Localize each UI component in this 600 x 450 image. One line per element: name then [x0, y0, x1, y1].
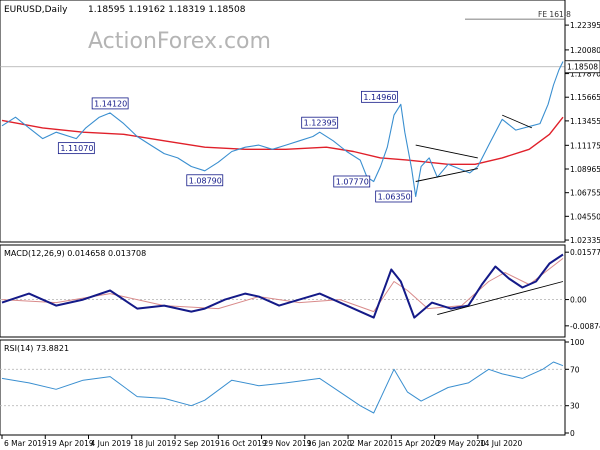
- price-y-tick-label: 1.22395: [570, 21, 600, 30]
- x-tick-label: 16 Oct 2019: [220, 439, 267, 448]
- price-level-label-box: [361, 90, 398, 103]
- price-y-tick-label: 1.15665: [570, 93, 600, 102]
- macd-y-tick-label: 0.00: [570, 296, 587, 305]
- rsi-series: [1, 361, 564, 414]
- rsi-panel: RSI(14) 73.8821 100 70 30 0: [0, 338, 585, 438]
- macd-y-axis: 0.015773 0.00 -0.008749: [0, 248, 600, 331]
- price-y-tick-label: 1.20080: [570, 46, 600, 55]
- price-level-label: 1.07770: [336, 177, 369, 186]
- macd-trendline: [437, 281, 564, 316]
- price-y-tick-label: 1.11175: [570, 141, 600, 150]
- rsi-line: [1, 361, 564, 414]
- price-y-tick-label: 1.06755: [570, 189, 600, 198]
- x-tick-label: 29 May 2020: [437, 439, 486, 448]
- macd-panel-frame: [0, 244, 566, 338]
- price-level-label-box: [333, 175, 371, 188]
- x-tick-label: 18 Jul 2019: [134, 439, 177, 448]
- price-y-tick-label: 1.02335: [570, 236, 600, 245]
- rsi-y-tick-label: 0: [570, 429, 575, 438]
- rsi-y-tick-label: 30: [570, 402, 580, 411]
- channel-line: [502, 114, 533, 129]
- price-level-label: 1.14960: [363, 93, 396, 102]
- price-y-tick-label: 1.08965: [570, 165, 600, 174]
- x-tick-label: 2 Mar 2020: [350, 439, 393, 448]
- price-level-label: 1.06350: [378, 192, 411, 201]
- rsi-y-tick-label: 100: [570, 338, 585, 347]
- macd-title: MACD(12,26,9) 0.014658 0.013708: [4, 249, 146, 258]
- x-tick-label: 19 Apr 2019: [47, 439, 94, 448]
- last-price-box: [564, 60, 600, 74]
- rsi-panel-frame: [0, 339, 566, 436]
- x-tick-label: 15 Apr 2020: [393, 439, 440, 448]
- price-line: [1, 61, 564, 198]
- moving-average-line: [1, 116, 564, 166]
- price-annotations: 1.14120 1.11070 1.08790 1.12395 1.14960 1.077…: [57, 90, 413, 203]
- macd-y-tick-label: -0.008749: [570, 322, 600, 331]
- x-tick-label: 2 Sep 2019: [177, 439, 220, 448]
- macd-signal-line: [1, 258, 564, 313]
- price-level-label-box: [91, 97, 129, 110]
- price-level-label-box: [186, 174, 224, 187]
- price-y-axis: 1.22395 1.20080 1.17870 1.15665 1.13455 1.111…: [0, 10, 600, 245]
- x-tick-label: 29 Nov 2019: [264, 439, 312, 448]
- price-level-label-box: [375, 190, 413, 203]
- last-price-label: 1.18508: [567, 63, 598, 72]
- price-level-label: 1.14120: [94, 99, 127, 108]
- fe-label: FE 161.8: [538, 10, 571, 19]
- price-ohlc: 1.18595 1.19162 1.18319 1.18508: [88, 5, 246, 15]
- price-y-tick-label: 1.17870: [570, 70, 600, 79]
- price-title: EURUSD,Daily: [4, 5, 68, 15]
- x-tick-label: 4 Jun 2019: [91, 439, 132, 448]
- macd-y-tick-label: 0.015773: [570, 248, 600, 257]
- rsi-y-tick-label: 70: [570, 365, 580, 374]
- rsi-title: RSI(14) 73.8821: [4, 344, 69, 353]
- x-tick-label: 6 Mar 2019: [4, 439, 47, 448]
- triangle-lower-line: [415, 168, 478, 182]
- triangle-upper-line: [415, 144, 478, 159]
- macd-line: [1, 253, 564, 319]
- price-level-label: 1.12395: [304, 119, 337, 128]
- price-y-tick-label: 1.04550: [570, 212, 600, 221]
- x-tick-label: 16 Jan 2020: [307, 439, 352, 448]
- price-y-tick-label: 1.13455: [570, 117, 600, 126]
- price-level-label-box: [301, 116, 339, 129]
- price-level-label: 1.11070: [60, 144, 93, 153]
- rsi-y-axis: 100 70 30 0: [0, 338, 585, 438]
- macd-panel: MACD(12,26,9) 0.014658 0.013708 0.015773…: [0, 244, 600, 338]
- macd-series: [1, 253, 564, 319]
- watermark: ActionForex.com: [88, 29, 271, 54]
- price-level-label-box: [57, 142, 95, 155]
- price-level-label: 1.08790: [189, 176, 222, 185]
- x-tick-label: 14 Jul 2020: [480, 439, 523, 448]
- price-panel: EURUSD,Daily 1.18595 1.19162 1.18319 1.1…: [0, 0, 600, 245]
- price-series: [1, 61, 564, 198]
- price-panel-frame: [0, 0, 566, 243]
